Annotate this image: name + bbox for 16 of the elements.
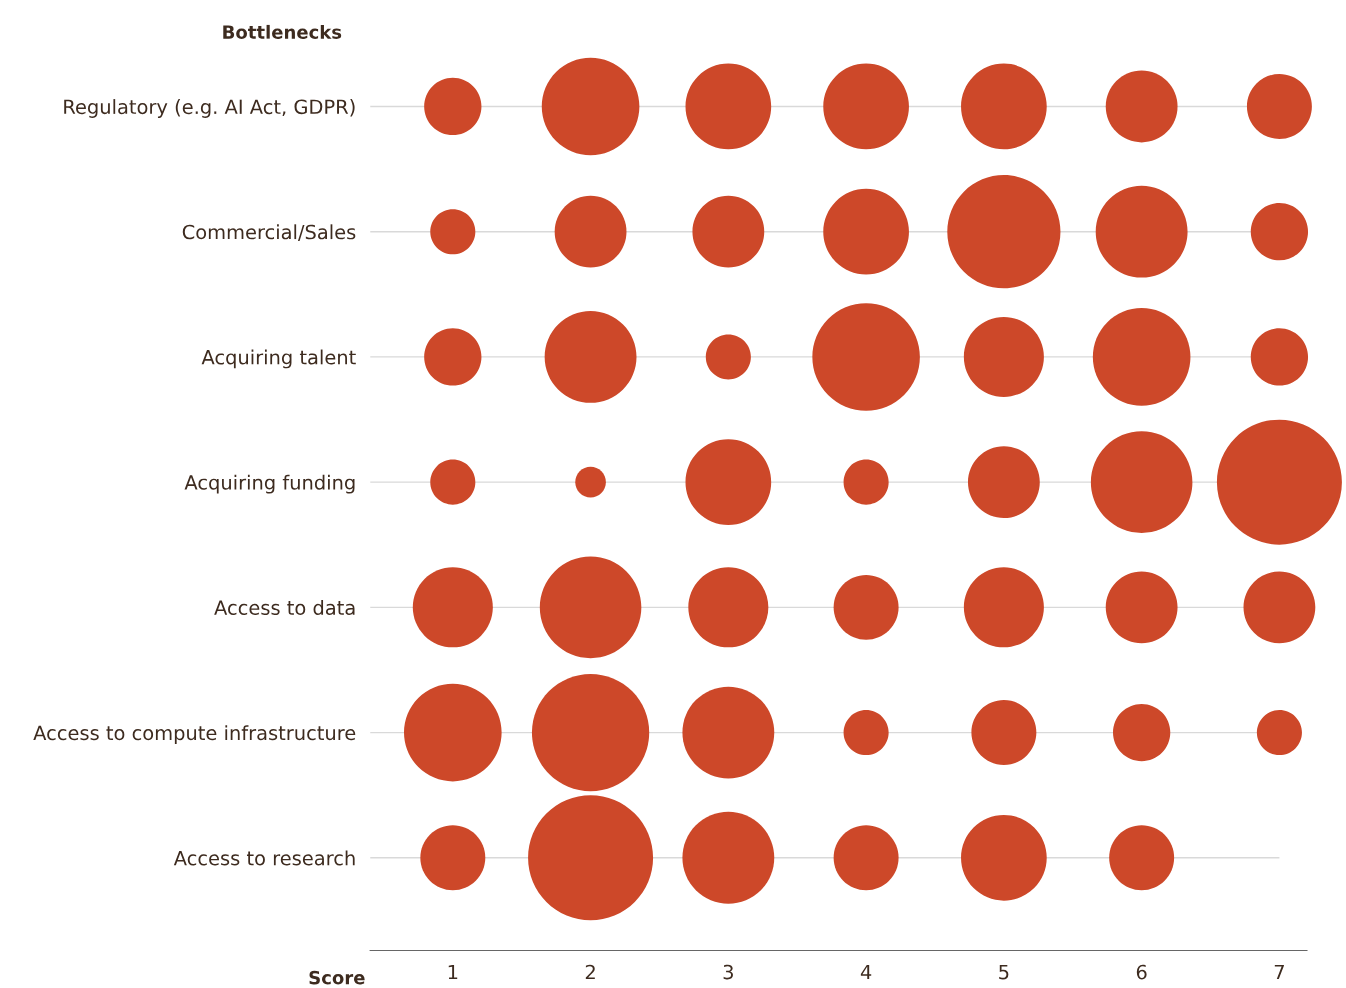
y-tick-label: Access to compute infrastructure (33, 725, 356, 744)
x-tick-label: 1 (448, 964, 458, 980)
x-tick-label: 4 (860, 964, 872, 980)
y-tick-label: Acquiring talent (201, 349, 356, 369)
y-tick-label: Commercial/Sales (182, 224, 356, 241)
y-axis-title: Bottlenecks (223, 24, 342, 39)
x-tick-label: 6 (1136, 964, 1147, 980)
y-tick-label: Acquiring funding (184, 474, 355, 494)
y-tick-label: Access to research (173, 850, 355, 866)
x-tick-label: 7 (1274, 964, 1284, 980)
y-tick-label: Access to data (214, 599, 355, 616)
x-tick-label: 2 (585, 964, 595, 980)
y-tick-label: Regulatory (e.g. AI Act, GDPR) (64, 99, 355, 118)
x-tick-label: 5 (999, 964, 1009, 980)
x-axis-title: Score (309, 970, 365, 985)
x-tick-label: 3 (723, 964, 733, 980)
